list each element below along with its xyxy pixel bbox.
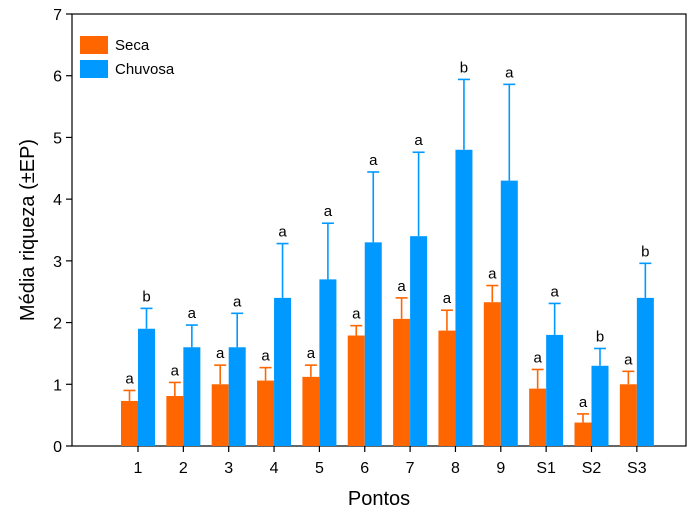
x-tick-label: 3: [224, 460, 233, 477]
bar-chuvosa: [138, 328, 155, 446]
x-tick-label: 6: [360, 460, 369, 477]
significance-label: a: [443, 290, 452, 307]
bar-chuvosa: [410, 236, 428, 446]
y-tick-label: 4: [53, 192, 62, 209]
y-tick-label: 3: [53, 254, 62, 271]
significance-label: b: [596, 328, 604, 345]
y-tick-label: 7: [53, 7, 62, 24]
bar-chuvosa: [455, 149, 473, 446]
bar-seca: [393, 318, 411, 446]
bar-seca: [121, 400, 138, 446]
legend: Seca Chuvosa: [80, 36, 175, 78]
significance-label: a: [307, 345, 316, 362]
significance-label: a: [414, 132, 423, 149]
bar-chuvosa: [546, 334, 564, 446]
significance-label: b: [641, 243, 649, 260]
bar-seca: [166, 396, 184, 446]
significance-label: a: [188, 305, 197, 322]
bar-seca: [483, 302, 501, 446]
significance-label: a: [216, 345, 225, 362]
bar-seca: [619, 384, 637, 446]
significance-label: a: [125, 370, 134, 387]
significance-label: a: [261, 348, 270, 365]
significance-label: a: [233, 293, 242, 310]
bar-seca: [347, 335, 365, 446]
x-tick-label: 7: [406, 460, 415, 477]
significance-label: a: [369, 152, 378, 169]
y-tick-label: 0: [53, 439, 62, 456]
bar-seca: [438, 330, 456, 446]
x-tick-label: 5: [315, 460, 324, 477]
y-axis-title: Média riqueza (±EP): [17, 139, 39, 321]
bar-chuvosa: [274, 297, 292, 446]
significance-label: a: [624, 351, 633, 368]
bar-chuvosa: [183, 347, 201, 446]
bar-seca: [257, 380, 275, 446]
legend-swatch: [80, 36, 108, 54]
x-tick-label: S3: [627, 460, 647, 477]
x-tick-label: 1: [134, 460, 143, 477]
y-tick-label: 2: [53, 316, 62, 333]
legend-label: Chuvosa: [115, 61, 175, 78]
significance-label: a: [488, 266, 497, 283]
x-tick-label: S2: [582, 460, 602, 477]
bar-chuvosa: [364, 242, 382, 446]
significance-label: a: [579, 394, 588, 411]
bar-chuvosa: [591, 365, 609, 446]
bar-chuvosa: [319, 279, 337, 446]
x-tick-label: 2: [179, 460, 188, 477]
significance-label: a: [352, 306, 361, 323]
significance-label: a: [505, 64, 514, 81]
bar-seca: [302, 376, 320, 446]
significance-label: a: [171, 362, 180, 379]
significance-label: b: [460, 59, 468, 76]
bar-chuvosa: [500, 180, 518, 446]
y-tick-label: 6: [53, 69, 62, 86]
x-axis-title: Pontos: [348, 488, 410, 510]
significance-label: a: [324, 203, 333, 220]
bar-seca: [574, 422, 592, 446]
x-tick-label: 9: [496, 460, 505, 477]
bars: a a a a a a a a a a a a b a a a a a a b a a b b: [121, 59, 654, 446]
y-tick-label: 5: [53, 130, 62, 147]
legend-swatch: [80, 60, 108, 78]
bar-chuvosa: [636, 297, 654, 446]
significance-label: a: [278, 224, 287, 241]
significance-label: a: [533, 349, 542, 366]
legend-label: Seca: [115, 37, 150, 54]
significance-label: b: [142, 288, 150, 305]
y-tick-label: 1: [53, 377, 62, 394]
x-tick-label: S1: [536, 460, 556, 477]
significance-label: a: [397, 278, 406, 295]
bar-seca: [529, 388, 547, 446]
bar-chuvosa: [228, 347, 246, 446]
x-tick-label: 8: [451, 460, 460, 477]
x-tick-label: 4: [270, 460, 279, 477]
bar-seca: [211, 384, 229, 446]
significance-label: a: [550, 283, 559, 300]
